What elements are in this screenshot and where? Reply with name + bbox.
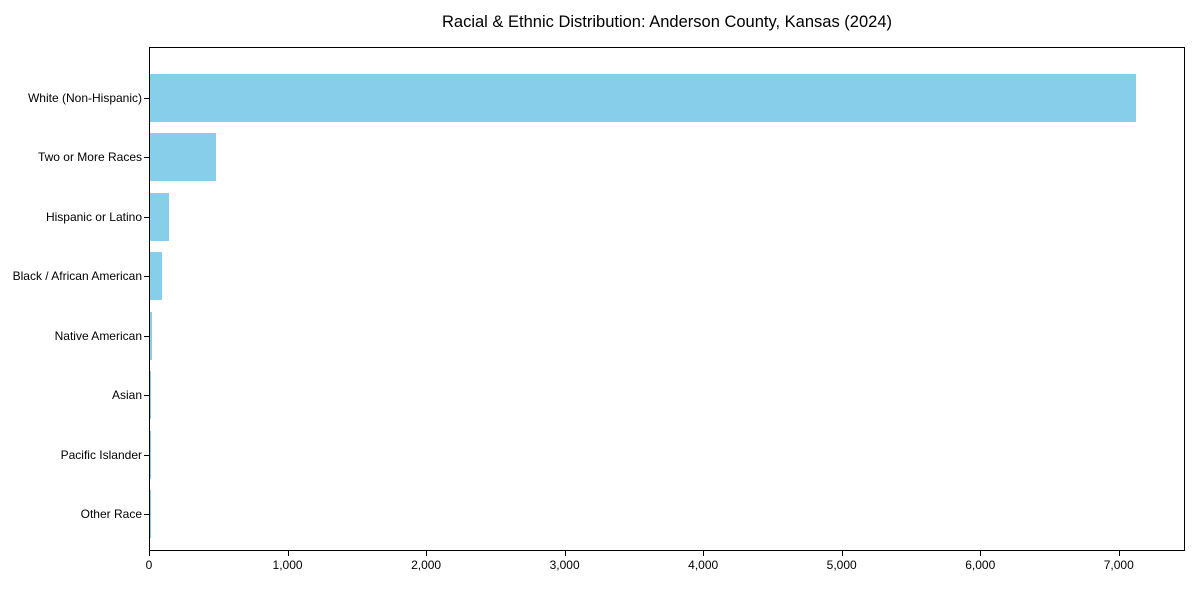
x-tick-label: 4,000 [688,558,719,572]
y-tick-mark [144,335,149,337]
bar [150,311,153,360]
x-tick-label: 6,000 [965,558,996,572]
x-tick-label: 5,000 [826,558,857,572]
bar [150,252,163,301]
x-tick-label: 3,000 [549,558,580,572]
y-tick-label: Hispanic or Latino [45,209,142,224]
y-tick-mark [144,514,149,515]
bar [150,490,151,538]
bar [150,371,152,420]
x-tick-label: 2,000 [411,558,442,572]
x-tick-mark [980,551,982,556]
y-tick-mark [144,216,149,218]
y-tick-label: Two or More Races [37,150,142,165]
y-tick-label: Other Race [80,507,142,521]
y-tick-label: Black / African American [12,269,142,284]
x-tick-mark [564,551,566,556]
y-tick-mark [144,276,149,278]
plot-area [149,47,1185,551]
x-tick-label: 7,000 [1103,558,1134,572]
bar [150,74,1137,122]
y-tick-mark [144,395,149,397]
y-tick-mark [144,454,149,456]
y-tick-mark [144,157,149,159]
x-tick-mark [149,551,150,556]
bar [150,192,170,241]
x-tick-mark [426,551,428,556]
x-tick-mark [1118,551,1120,556]
y-tick-label: White (Non-Hispanic) [27,91,142,105]
y-tick-label: Asian [111,388,142,403]
x-tick-label: 0 [145,558,153,572]
bar [150,430,151,479]
x-tick-mark [703,551,705,556]
y-tick-label: Pacific Islander [60,447,142,462]
x-tick-mark [287,551,289,556]
chart-title: Racial & Ethnic Distribution: Anderson C… [441,13,892,31]
x-tick-label: 1,000 [272,558,303,572]
bar [150,133,217,182]
x-tick-mark [841,551,843,556]
y-tick-mark [144,98,149,99]
y-tick-label: Native American [54,328,142,343]
